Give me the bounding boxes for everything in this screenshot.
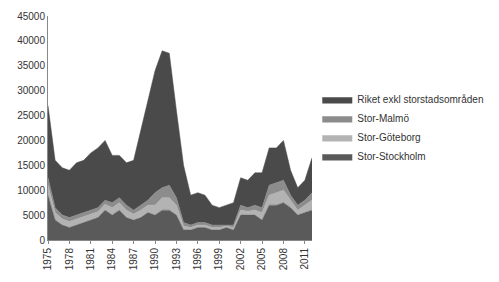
svg-text:Riket exkl storstadsområden: Riket exkl storstadsområden <box>357 94 483 105</box>
svg-text:0: 0 <box>39 235 45 246</box>
svg-text:30000: 30000 <box>17 85 45 96</box>
svg-text:1990: 1990 <box>149 248 160 271</box>
svg-text:2011: 2011 <box>299 248 310 270</box>
svg-text:1984: 1984 <box>106 248 117 271</box>
svg-text:1975: 1975 <box>42 248 53 271</box>
svg-text:1993: 1993 <box>171 248 182 271</box>
svg-text:1987: 1987 <box>128 248 139 271</box>
svg-text:Stor-Göteborg: Stor-Göteborg <box>357 132 420 143</box>
svg-text:45000: 45000 <box>17 11 45 22</box>
svg-text:Stor-Stockholm: Stor-Stockholm <box>357 151 425 162</box>
svg-text:35000: 35000 <box>17 60 45 71</box>
svg-text:15000: 15000 <box>17 160 45 171</box>
svg-text:1981: 1981 <box>85 248 96 271</box>
svg-text:Stor-Malmö: Stor-Malmö <box>357 113 409 124</box>
svg-text:1996: 1996 <box>192 248 203 271</box>
svg-text:2002: 2002 <box>235 248 246 271</box>
svg-text:20000: 20000 <box>17 135 45 146</box>
svg-text:2005: 2005 <box>256 248 267 271</box>
svg-text:40000: 40000 <box>17 35 45 46</box>
svg-text:1978: 1978 <box>64 248 75 271</box>
svg-text:25000: 25000 <box>17 110 45 121</box>
svg-text:5000: 5000 <box>23 210 46 221</box>
svg-text:2008: 2008 <box>278 248 289 271</box>
svg-text:1999: 1999 <box>213 248 224 271</box>
svg-text:10000: 10000 <box>17 185 45 196</box>
